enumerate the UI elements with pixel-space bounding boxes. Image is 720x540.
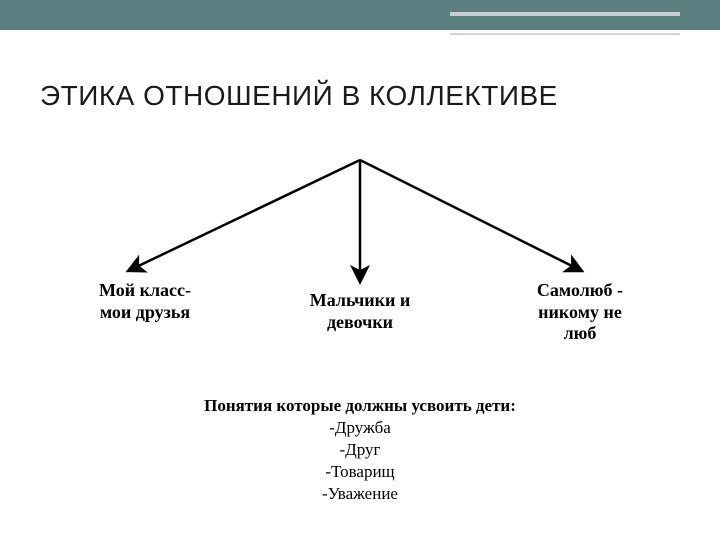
branch-mid-line1: Мальчики и	[310, 290, 411, 310]
concepts-title: Понятия которые должны усвоить дети:	[204, 396, 516, 415]
branch-left-line2: мои друзья	[100, 302, 190, 322]
page-title: ЭТИКА ОТНОШЕНИЙ В КОЛЛЕКТИВЕ	[40, 80, 680, 112]
concepts-item-4: -Уважение	[0, 483, 720, 505]
branch-right-line2: никому не	[538, 302, 622, 322]
concepts-item-3: -Товарищ	[0, 461, 720, 483]
arrow-left	[130, 160, 360, 270]
branch-label-right: Самолюб - никому не люб	[500, 280, 660, 345]
concepts-item-2: -Друг	[0, 439, 720, 461]
branch-label-left: Мой класс- мои друзья	[70, 280, 220, 323]
branch-mid-line2: девочки	[327, 312, 393, 332]
branch-label-middle: Мальчики и девочки	[280, 290, 440, 333]
concepts-block: Понятия которые должны усвоить дети: -Др…	[0, 395, 720, 505]
branch-right-line1: Самолюб -	[537, 280, 623, 300]
arrow-right	[360, 160, 580, 270]
header-accent-line	[450, 12, 680, 16]
branch-left-line1: Мой класс-	[99, 280, 191, 300]
concepts-item-1: -Дружба	[0, 417, 720, 439]
branch-arrows	[0, 140, 720, 300]
header-underline	[450, 33, 680, 35]
branch-right-line3: люб	[564, 323, 597, 343]
